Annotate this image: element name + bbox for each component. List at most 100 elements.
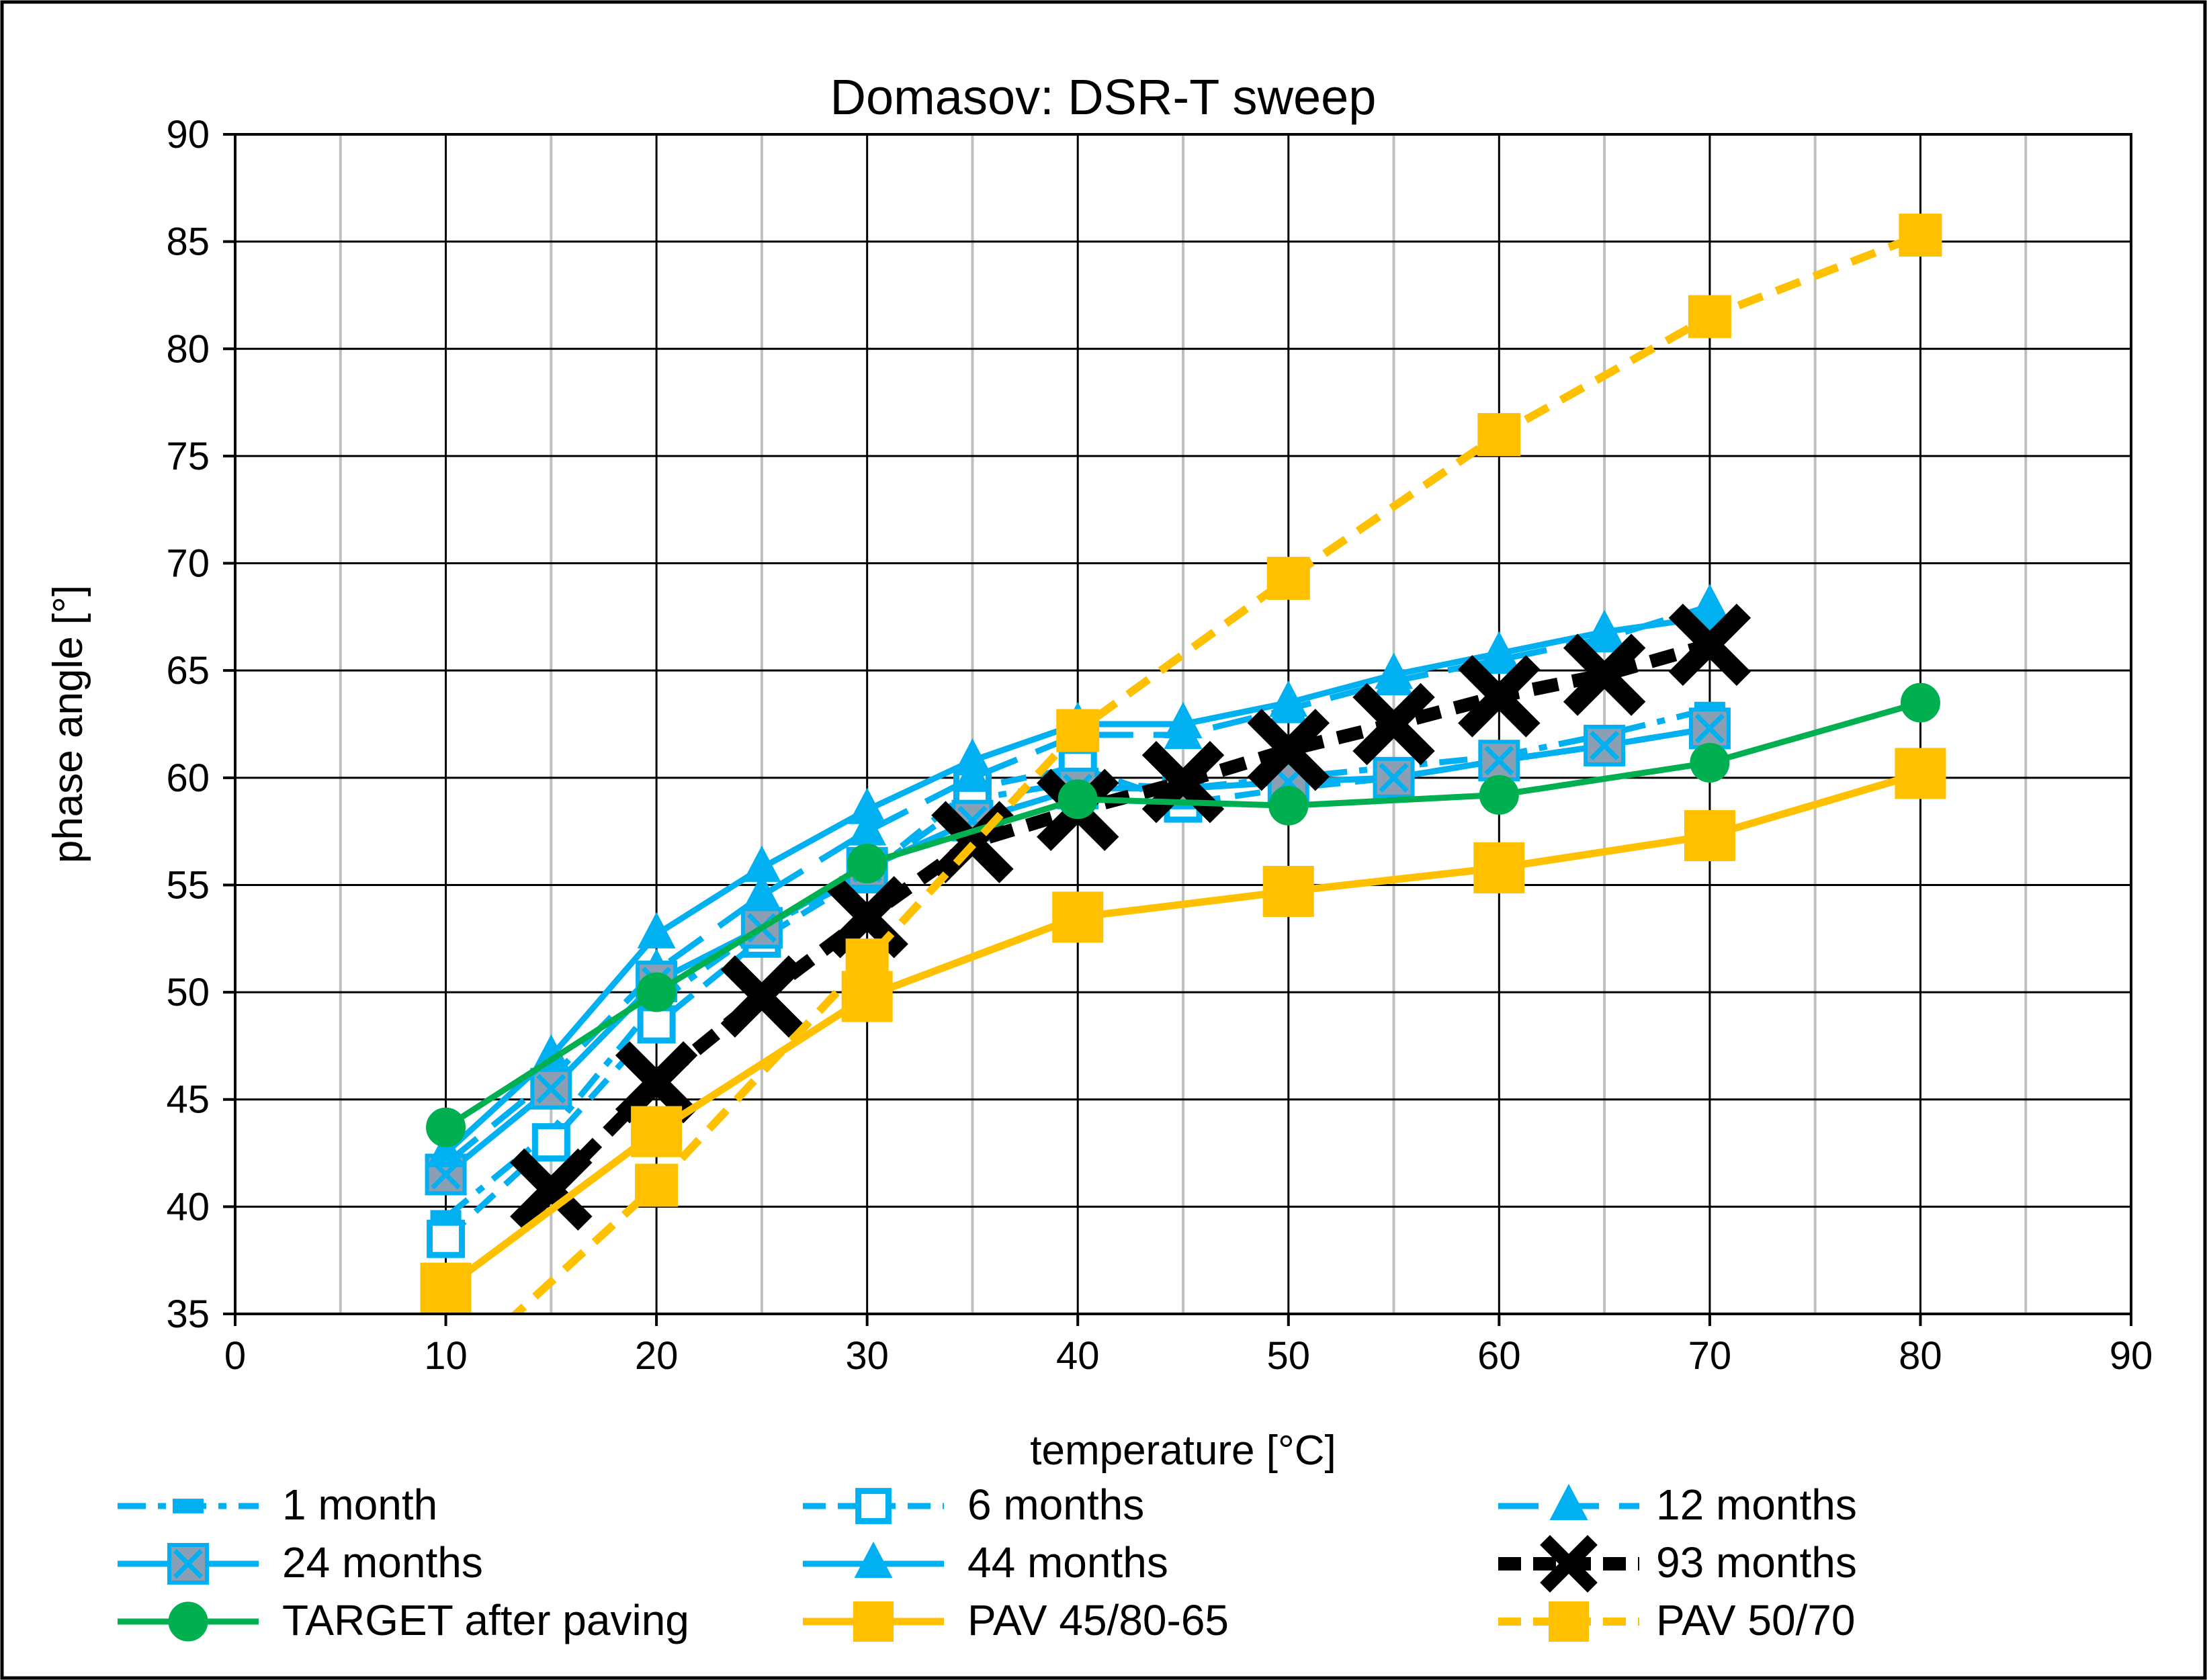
data-point (953, 738, 992, 775)
series-line (443, 770, 1921, 1292)
data-point (1479, 631, 1518, 668)
data-point (1477, 412, 1521, 456)
x-tick-label: 50 (1267, 1334, 1311, 1378)
axis-layer: 0 10 20 30 40 50 60 70 80 90 35 40 45 50 55 60 65 70 75 80 8… (166, 113, 2153, 1378)
y-tick-label: 55 (166, 863, 210, 907)
data-point (427, 1131, 466, 1167)
y-tick-label: 45 (166, 1078, 210, 1122)
data-point (1478, 740, 1520, 782)
data-point (530, 1067, 572, 1110)
data-point (1164, 701, 1203, 738)
data-point (720, 955, 804, 1038)
data-point (1056, 709, 1100, 752)
x-tick-label: 40 (1056, 1334, 1100, 1378)
legend-item: 93 months (1498, 1535, 1857, 1593)
data-point (1268, 785, 1309, 826)
series-pav-45-80-65 (420, 748, 1946, 1314)
legend-item: 24 months (118, 1538, 483, 1587)
series-pav-50-70 (510, 214, 1942, 1314)
legend-swatch-marker (853, 1601, 894, 1642)
x-tick-label: 80 (1899, 1334, 1942, 1378)
legend-swatch-marker (168, 1601, 208, 1642)
legend-item: 12 months (1498, 1480, 1857, 1529)
y-tick-label: 50 (166, 971, 210, 1014)
legend-item: PAV 50/70 (1498, 1596, 1856, 1644)
data-point (1585, 609, 1624, 646)
legend-label: PAV 45/80-65 (967, 1596, 1229, 1644)
data-point (1899, 214, 1942, 257)
legend-item: 44 months (803, 1538, 1168, 1587)
legend-label: 12 months (1656, 1480, 1857, 1529)
data-point (1458, 655, 1541, 738)
data-point (742, 845, 781, 882)
data-point (510, 1148, 593, 1231)
legend-swatch-marker (167, 1543, 209, 1585)
data-point (1473, 842, 1525, 893)
data-point (426, 1107, 466, 1147)
data-point (1373, 756, 1415, 799)
data-point (1684, 810, 1735, 862)
data-point (1266, 556, 1310, 600)
data-point (1479, 775, 1519, 815)
y-tick-label: 85 (166, 220, 210, 264)
data-point (1895, 748, 1946, 799)
data-point (420, 1262, 472, 1314)
legend-swatch-marker (1549, 1601, 1589, 1642)
data-point (1057, 779, 1098, 820)
x-tick-label: 60 (1477, 1334, 1521, 1378)
legend-label: TARGET after paving (282, 1596, 689, 1644)
y-tick-label: 65 (166, 649, 210, 693)
data-point (631, 1106, 683, 1157)
plot-frame (234, 133, 2132, 1315)
legend-label: PAV 50/70 (1656, 1596, 1856, 1644)
y-tick-label: 80 (166, 327, 210, 371)
y-tick-label: 70 (166, 542, 210, 586)
data-point (531, 1123, 570, 1162)
legend-swatch-marker (855, 1488, 892, 1524)
x-tick-label: 20 (635, 1334, 679, 1378)
legend-item: 1 month (118, 1480, 437, 1529)
legend-swatch-marker (1549, 1483, 1588, 1520)
data-point (1584, 724, 1626, 766)
series-target-after-paving (426, 682, 1940, 1147)
data-point (1269, 680, 1308, 717)
legend-item: PAV 45/80-65 (803, 1596, 1229, 1644)
y-tick-label: 35 (166, 1292, 210, 1336)
data-point (1052, 891, 1104, 943)
data-point (1688, 295, 1731, 339)
data-point (848, 787, 887, 824)
data-point (1688, 707, 1731, 750)
legend-swatch-marker (854, 1541, 893, 1578)
legend-swatch-marker (173, 1499, 204, 1513)
data-point (637, 912, 676, 948)
y-tick-label: 90 (166, 113, 210, 157)
data-point (845, 938, 889, 982)
y-tick-label: 40 (166, 1185, 210, 1229)
legend: 1 month 6 months 12 months 24 months 44 mont… (118, 1480, 1857, 1644)
data-point (636, 972, 677, 1012)
legend-swatch-marker (1540, 1535, 1598, 1593)
legend-label: 1 month (282, 1480, 437, 1529)
y-axis-title: phase angle [°] (45, 585, 91, 863)
y-tick-label: 60 (166, 756, 210, 800)
data-point (1563, 633, 1646, 716)
x-tick-label: 30 (845, 1334, 889, 1378)
data-point (1668, 603, 1751, 687)
chart-title: Domasov: DSR-T sweep (830, 69, 1377, 125)
x-tick-label: 0 (224, 1334, 246, 1378)
data-point (427, 1219, 466, 1258)
x-axis-title: temperature [°C] (1030, 1427, 1336, 1474)
series-line (510, 231, 1922, 1314)
x-tick-label: 90 (2110, 1334, 2153, 1378)
legend-item: 6 months (803, 1480, 1144, 1529)
data-point (1690, 594, 1729, 631)
legend-label: 93 months (1656, 1538, 1857, 1587)
data-point (1900, 682, 1940, 723)
data-point (1690, 742, 1730, 783)
data-point (635, 1163, 679, 1207)
legend-label: 6 months (967, 1480, 1144, 1529)
data-point (1352, 682, 1435, 766)
data-point (615, 1041, 698, 1124)
